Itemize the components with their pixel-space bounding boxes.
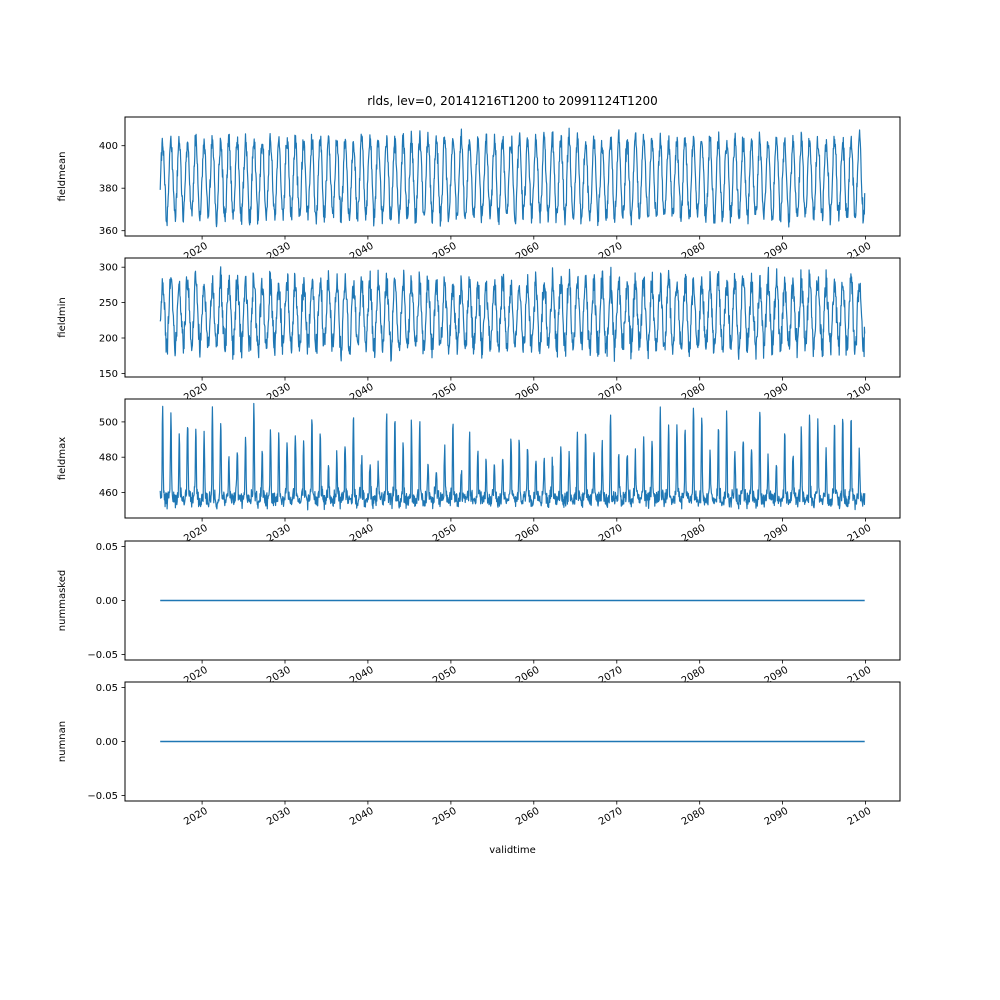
y-axis-label-fieldmax: fieldmax: [57, 437, 68, 480]
y-axis-label-fieldmin: fieldmin: [57, 297, 68, 337]
x-axis-label: validtime: [489, 845, 536, 856]
y-tick-label: 480: [99, 453, 118, 464]
x-tick-label: 2080: [680, 806, 708, 828]
y-tick-label: 460: [99, 488, 118, 499]
y-tick-label: −0.05: [87, 650, 118, 661]
series-line-fieldmin: [159, 266, 866, 362]
y-tick-label: 380: [99, 184, 118, 195]
y-axis-label-fieldmean: fieldmean: [57, 152, 68, 202]
y-tick-label: 0.05: [96, 683, 118, 694]
series-line-fieldmax: [159, 402, 866, 511]
axes-border: [124, 116, 901, 237]
axes-border: [124, 398, 901, 519]
x-tick-label: 2040: [348, 806, 376, 828]
y-tick-label: 250: [99, 298, 118, 309]
axes-border: [124, 540, 901, 661]
y-tick-label: 150: [99, 369, 118, 380]
x-tick-label: 2050: [431, 806, 459, 828]
x-tick-label: 2060: [514, 806, 542, 828]
y-tick-label: 400: [99, 141, 118, 152]
y-axis-label-numnan: numnan: [57, 721, 68, 762]
x-tick-label: 2100: [846, 806, 874, 828]
x-tick-label: 2020: [182, 806, 210, 828]
y-tick-label: 0.00: [96, 596, 118, 607]
y-tick-label: −0.05: [87, 791, 118, 802]
y-tick-label: 300: [99, 263, 118, 274]
x-tick-label: 2030: [265, 806, 293, 828]
y-tick-label: 500: [99, 417, 118, 428]
y-tick-label: 360: [99, 226, 118, 237]
series-line-fieldmean: [159, 127, 866, 228]
x-tick-label: 2070: [597, 806, 625, 828]
figure-title: rlds, lev=0, 20141216T1200 to 20991124T1…: [367, 94, 658, 108]
y-axis-label-nummasked: nummasked: [57, 570, 68, 631]
y-tick-label: 200: [99, 334, 118, 345]
axes-border: [124, 681, 901, 802]
y-tick-label: 0.05: [96, 542, 118, 553]
x-tick-label: 2090: [763, 806, 791, 828]
y-tick-label: 0.00: [96, 737, 118, 748]
axes-border: [124, 257, 901, 378]
